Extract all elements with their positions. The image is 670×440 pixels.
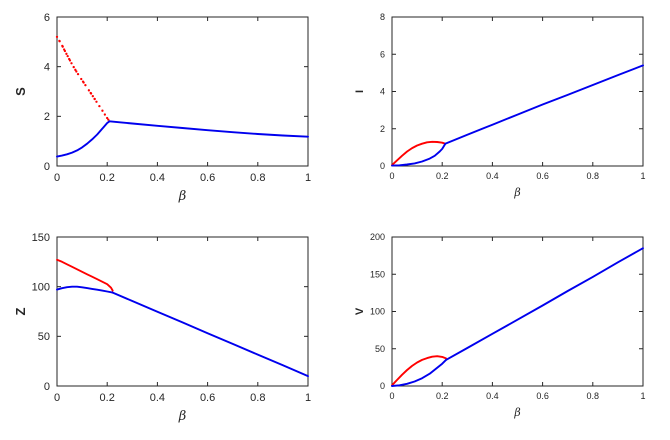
- chart-I: 0 0.2 0.4 0.6 0.8 1 0 2 4 6 8 β I: [354, 12, 646, 199]
- series-lower-branch: [391, 143, 447, 167]
- subplot-S: 0 0.2 0.4 0.6 0.8 1 0 2 4 6 β S: [0, 0, 335, 220]
- y-tick-label: 150: [32, 232, 50, 244]
- x-tick-label: 0: [54, 172, 60, 184]
- series-unstable-branch: [55, 35, 110, 121]
- plot-frame: [56, 236, 309, 387]
- y-tick-label: 6: [380, 49, 385, 59]
- series-lower-branch: [391, 358, 447, 387]
- x-axis-label: β: [513, 406, 520, 419]
- y-axis-label: V: [354, 307, 366, 315]
- y-tick-label: 0: [44, 161, 50, 173]
- x-tick-label: 1: [640, 391, 645, 401]
- y-tick-label: 2: [44, 111, 50, 123]
- y-tick-label: 0: [380, 381, 385, 391]
- x-tick-label: 0.4: [150, 392, 165, 404]
- y-tick-label: 0: [44, 381, 50, 393]
- y-tick-label: 200: [370, 232, 385, 242]
- x-tick-label: 0.6: [200, 392, 215, 404]
- y-tick-label: 150: [370, 269, 385, 279]
- plot-frame: [391, 16, 644, 167]
- x-tick-label: 0.2: [436, 171, 449, 181]
- x-tick-label: 0.8: [250, 392, 265, 404]
- y-axis-label: Z: [13, 307, 28, 315]
- chart-S: 0 0.2 0.4 0.6 0.8 1 0 2 4 6 β S: [13, 12, 311, 204]
- x-axis-label: β: [178, 409, 187, 424]
- subplot-V: 0 0.2 0.4 0.6 0.8 1 0 50 100 150 200 β V: [335, 220, 670, 440]
- series-stable-branch: [444, 64, 644, 145]
- x-axis-label: β: [513, 186, 520, 199]
- y-axis-label: I: [354, 90, 366, 93]
- y-tick-label: 4: [44, 62, 50, 74]
- x-tick-label: 0.2: [436, 391, 449, 401]
- x-tick-label: 0: [54, 392, 60, 404]
- x-tick-label: 0.4: [486, 391, 499, 401]
- subplot-I: 0 0.2 0.4 0.6 0.8 1 0 2 4 6 8 β I: [335, 0, 670, 220]
- y-tick-label: 0: [380, 161, 385, 171]
- plot-frame: [391, 236, 644, 387]
- x-tick-label: 0.8: [587, 391, 600, 401]
- x-tick-label: 0.2: [100, 172, 115, 184]
- x-tick-label: 0: [389, 391, 394, 401]
- subplot-Z: 0 0.2 0.4 0.6 0.8 1 0 50 100 150 β Z: [0, 220, 335, 440]
- y-tick-label: 2: [380, 124, 385, 134]
- y-tick-label: 100: [32, 282, 50, 294]
- x-tick-label: 0.8: [250, 172, 265, 184]
- series-stable-branch: [108, 120, 309, 138]
- series-unstable-branch: [56, 258, 114, 292]
- x-tick-label: 0.6: [536, 391, 549, 401]
- x-tick-label: 0.4: [486, 171, 499, 181]
- y-axis-label: S: [13, 87, 28, 96]
- series-unstable-branch: [391, 355, 447, 387]
- x-tick-label: 0.4: [150, 172, 165, 184]
- x-tick-label: 0.6: [536, 171, 549, 181]
- chart-V: 0 0.2 0.4 0.6 0.8 1 0 50 100 150 200 β V: [354, 232, 646, 419]
- x-tick-label: 0: [389, 171, 394, 181]
- y-tick-label: 50: [375, 344, 385, 354]
- y-tick-label: 8: [380, 12, 385, 22]
- series-stable-branch: [111, 291, 309, 378]
- x-tick-label: 0.2: [100, 392, 115, 404]
- x-tick-label: 1: [305, 172, 311, 184]
- series-lower-branch: [56, 120, 111, 158]
- plot-frame: [56, 16, 309, 167]
- series-unstable-branch: [391, 140, 447, 167]
- x-axis-label: β: [178, 189, 187, 204]
- x-tick-label: 0.6: [200, 172, 215, 184]
- series-lower-branch: [56, 285, 114, 294]
- chart-Z: 0 0.2 0.4 0.6 0.8 1 0 50 100 150 β Z: [13, 232, 311, 424]
- y-tick-label: 4: [380, 87, 385, 97]
- x-tick-label: 1: [305, 392, 311, 404]
- y-tick-label: 50: [38, 331, 50, 343]
- x-tick-label: 0.8: [587, 171, 600, 181]
- y-tick-label: 6: [44, 12, 50, 24]
- series-stable-branch: [445, 247, 644, 361]
- x-tick-label: 1: [640, 171, 645, 181]
- y-tick-label: 100: [370, 307, 385, 317]
